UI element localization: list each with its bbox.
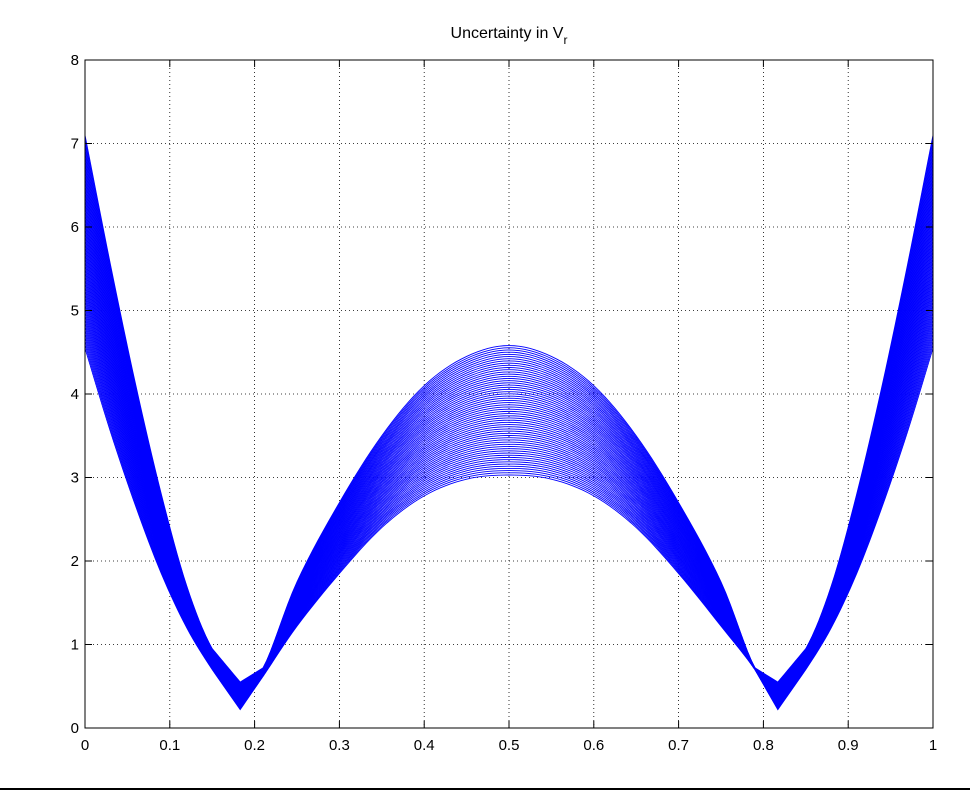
y-tick-label: 3 bbox=[71, 470, 79, 487]
x-tick-label: 0.2 bbox=[244, 737, 265, 754]
x-tick-label: 0.7 bbox=[668, 737, 689, 754]
series-line bbox=[84, 135, 934, 683]
x-tick-label: 0.5 bbox=[499, 737, 520, 754]
x-tick-label: 0.9 bbox=[838, 737, 859, 754]
x-tick-label: 0.4 bbox=[414, 737, 435, 754]
x-tick-label: 0.1 bbox=[159, 737, 180, 754]
x-tick-label: 0.6 bbox=[583, 737, 604, 754]
x-tick-label: 1 bbox=[929, 737, 937, 754]
axis-ticks: 0 0.1 0.2 0.3 0.4 0.5 0.6 0.7 0.8 0.9 1 0 1 2 3 4 5 6 7 8 bbox=[71, 52, 938, 754]
x-tick-label: 0.8 bbox=[753, 737, 774, 754]
y-tick-label: 5 bbox=[71, 303, 79, 320]
y-tick-label: 4 bbox=[71, 386, 79, 403]
series-lines bbox=[84, 135, 934, 711]
chart-title-main: Uncertainty in V bbox=[451, 25, 564, 42]
y-tick-label: 1 bbox=[71, 637, 79, 654]
y-tick-label: 7 bbox=[71, 136, 79, 153]
chart-title: Uncertainty in Vr bbox=[451, 25, 568, 47]
y-tick-label: 6 bbox=[71, 219, 79, 236]
chart-title-subscript: r bbox=[563, 33, 567, 47]
y-tick-label: 8 bbox=[71, 52, 79, 69]
x-tick-label: 0 bbox=[81, 737, 89, 754]
y-tick-label: 0 bbox=[71, 720, 79, 737]
x-tick-label: 0.3 bbox=[329, 737, 350, 754]
y-tick-label: 2 bbox=[71, 553, 79, 570]
